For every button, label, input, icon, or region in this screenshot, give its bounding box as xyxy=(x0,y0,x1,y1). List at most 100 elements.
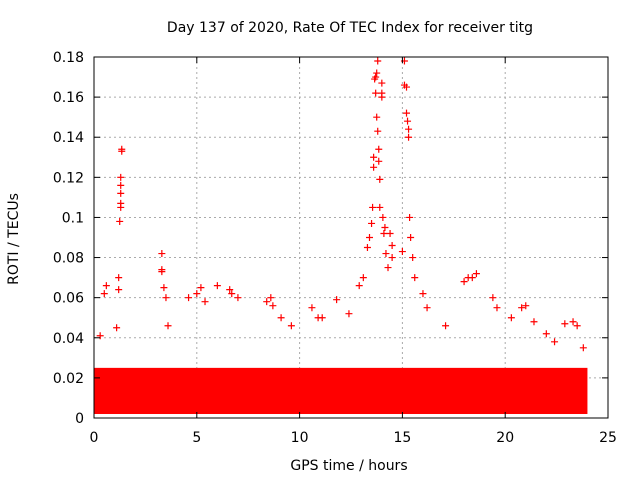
data-point xyxy=(374,127,382,135)
data-point xyxy=(381,223,389,231)
data-point xyxy=(522,302,530,310)
data-point xyxy=(269,302,277,310)
data-point xyxy=(368,219,376,227)
data-point xyxy=(442,322,450,330)
data-point xyxy=(213,282,221,290)
data-point xyxy=(388,242,396,250)
x-tick-label: 20 xyxy=(496,430,514,446)
chart-title: Day 137 of 2020, Rate Of TEC Index for r… xyxy=(167,20,533,36)
y-tick-label: 0.12 xyxy=(53,170,84,186)
x-tick-label: 10 xyxy=(291,430,309,446)
data-point xyxy=(569,318,577,326)
data-point xyxy=(382,250,390,258)
y-tick-label: 0.16 xyxy=(53,90,84,106)
data-point xyxy=(228,290,236,298)
x-tick-label: 25 xyxy=(599,430,617,446)
data-point xyxy=(160,284,168,292)
axis-ticks: 0 5 10 15 20 25 0 0.02 0.04 0.06 0.08 0.1 0.12 0.14 0.… xyxy=(53,50,617,446)
data-point xyxy=(375,145,383,153)
data-point xyxy=(423,304,431,312)
data-point xyxy=(113,324,121,332)
data-point xyxy=(542,330,550,338)
data-point xyxy=(409,254,417,262)
data-point xyxy=(579,344,587,352)
data-point xyxy=(226,286,234,294)
data-point xyxy=(359,274,367,282)
data-point xyxy=(345,310,353,318)
data-point xyxy=(380,229,388,237)
data-point xyxy=(116,217,124,225)
data-point xyxy=(117,181,125,189)
data-band xyxy=(94,367,588,414)
data-point xyxy=(468,274,476,282)
y-tick-label: 0.1 xyxy=(62,210,84,226)
data-point xyxy=(378,79,386,87)
data-point xyxy=(388,254,396,262)
data-point xyxy=(372,89,380,97)
y-tick-label: 0.18 xyxy=(53,50,84,66)
data-point xyxy=(164,322,172,330)
data-point xyxy=(100,290,108,298)
data-point xyxy=(376,203,384,211)
data-point xyxy=(384,264,392,272)
data-point xyxy=(158,250,166,258)
data-point xyxy=(407,234,415,241)
data-point xyxy=(363,244,371,252)
y-tick-label: 0.08 xyxy=(53,251,84,267)
data-point xyxy=(507,314,515,322)
x-tick-label: 5 xyxy=(192,430,201,446)
data-point xyxy=(158,268,166,276)
data-point xyxy=(318,314,326,322)
data-point xyxy=(366,234,374,241)
data-point xyxy=(370,163,378,171)
data-point xyxy=(369,203,377,211)
data-point xyxy=(117,199,125,207)
y-tick-label: 0 xyxy=(75,411,84,427)
data-point xyxy=(96,332,104,340)
data-point xyxy=(162,294,170,302)
data-point xyxy=(411,274,419,282)
data-point xyxy=(373,113,381,121)
data-point xyxy=(333,296,341,304)
data-point xyxy=(375,157,383,165)
data-point xyxy=(403,109,411,117)
data-point xyxy=(493,304,501,312)
data-point xyxy=(267,294,275,302)
data-point xyxy=(115,274,123,282)
data-point xyxy=(386,229,394,237)
data-point xyxy=(403,83,411,91)
y-tick-label: 0.04 xyxy=(53,331,84,347)
data-point xyxy=(193,290,201,298)
data-point xyxy=(372,73,380,81)
data-point xyxy=(370,153,378,161)
data-point xyxy=(102,282,110,290)
y-tick-label: 0.14 xyxy=(53,130,84,146)
data-point xyxy=(378,93,386,101)
y-tick-label: 0.02 xyxy=(53,371,84,387)
data-point xyxy=(373,69,381,77)
data-point xyxy=(405,133,413,141)
data-point xyxy=(118,145,126,153)
data-point xyxy=(398,248,406,256)
data-point xyxy=(405,125,413,133)
data-point xyxy=(197,284,205,292)
data-point xyxy=(234,294,242,302)
x-axis-label: GPS time / hours xyxy=(290,458,407,474)
data-point xyxy=(379,213,387,221)
data-point xyxy=(201,298,209,306)
data-points xyxy=(96,57,587,352)
data-point xyxy=(374,57,382,65)
plot-frame xyxy=(93,56,609,419)
data-point xyxy=(117,173,125,181)
data-point xyxy=(376,175,384,183)
data-point xyxy=(530,318,538,326)
y-axis-label: ROTI / TECUs xyxy=(6,193,22,285)
data-point xyxy=(263,298,271,306)
data-band xyxy=(94,367,588,414)
data-point xyxy=(419,290,427,298)
data-point xyxy=(117,189,125,197)
grid-lines xyxy=(94,57,608,418)
data-point xyxy=(573,322,581,330)
data-point xyxy=(115,286,123,294)
